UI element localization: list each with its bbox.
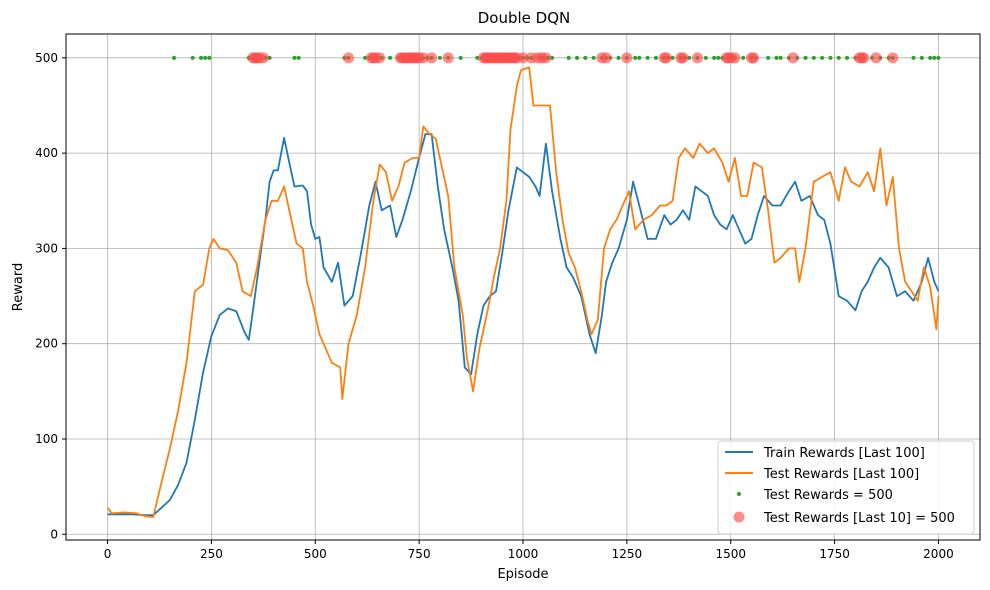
scatter-layer [172, 52, 941, 64]
test-last10-500-point [374, 52, 386, 64]
test-500-point [292, 55, 297, 60]
series-layer [106, 66, 940, 518]
x-tick-label: 1000 [508, 547, 539, 561]
test-500-point [199, 55, 204, 60]
test-500-point [172, 55, 177, 60]
y-tick-label: 100 [35, 432, 58, 446]
test-500-point [388, 55, 393, 60]
plot-frame [65, 33, 981, 541]
test-last10-500-point [343, 52, 355, 64]
test-last10-500-point [870, 52, 882, 64]
legend-test-label: Test Rewards [Last 100] [763, 467, 919, 482]
test-500-point [566, 55, 571, 60]
legend-box [717, 440, 975, 535]
x-tick-label: 1500 [715, 547, 746, 561]
test-last10-500-point [257, 52, 269, 64]
test-500-point [633, 55, 638, 60]
y-axis-label: Reward [11, 263, 26, 311]
test-last10-500-point [787, 52, 799, 64]
test-500-point [583, 55, 588, 60]
test-500-point [803, 55, 808, 60]
test-500-point [653, 55, 658, 60]
test-last10-500-point [729, 52, 741, 64]
test-last10-500-point [887, 52, 899, 64]
test-last10-500-point [442, 52, 454, 64]
legend-train-label: Train Rewards [Last 100] [763, 446, 925, 461]
test-500-point [928, 55, 933, 60]
test-last10-500-point [417, 52, 429, 64]
legend-green-marker [737, 492, 741, 496]
test-rewards-line [106, 66, 940, 518]
test-last10-500-point [517, 52, 529, 64]
test-last10-500-point [621, 52, 633, 64]
test-500-point [836, 55, 841, 60]
y-tick-label: 300 [35, 241, 58, 255]
test-500-point [936, 55, 941, 60]
test-500-point [190, 55, 195, 60]
test-500-point [911, 55, 916, 60]
test-500-point [741, 55, 746, 60]
y-tick-label: 500 [35, 51, 58, 65]
x-tick-label: 0 [104, 547, 112, 561]
test-500-point [645, 55, 650, 60]
test-500-point [703, 55, 708, 60]
x-axis-ticks: 0 250 500 750 1000 1250 1500 1750 2000 [104, 540, 954, 561]
test-last10-500-point [677, 52, 689, 64]
x-tick-label: 500 [304, 547, 327, 561]
x-tick-label: 1750 [819, 547, 850, 561]
y-tick-label: 200 [35, 337, 58, 351]
test-last10-500-point [540, 52, 552, 64]
test-500-point [207, 55, 212, 60]
chart-title: Double DQN [478, 9, 571, 27]
legend-green-label: Test Rewards = 500 [763, 488, 893, 503]
test-500-point [811, 55, 816, 60]
test-500-point [820, 55, 825, 60]
legend-red-marker [733, 511, 745, 523]
x-tick-label: 2000 [923, 547, 954, 561]
test-500-point [203, 55, 208, 60]
test-500-point [458, 55, 463, 60]
test-500-point [591, 55, 596, 60]
test-500-point [774, 55, 779, 60]
test-500-point [575, 55, 580, 60]
y-tick-label: 400 [35, 146, 58, 160]
x-axis-label: Episode [497, 567, 548, 582]
test-500-point [932, 55, 937, 60]
y-tick-label: 0 [50, 527, 58, 541]
train-rewards-line [107, 133, 940, 517]
test-500-point [437, 55, 442, 60]
test-last10-500-point [660, 52, 672, 64]
x-tick-label: 250 [200, 547, 223, 561]
test-500-point [766, 55, 771, 60]
x-tick-label: 750 [408, 547, 431, 561]
test-500-point [778, 55, 783, 60]
test-500-point [716, 55, 721, 60]
test-500-point [845, 55, 850, 60]
x-tick-label: 1250 [612, 547, 643, 561]
test-500-point [712, 55, 717, 60]
legend: Train Rewards [Last 100] Test Rewards [L… [717, 440, 975, 535]
legend-red-label: Test Rewards [Last 10] = 500 [763, 511, 955, 526]
test-500-point [828, 55, 833, 60]
test-last10-500-point [426, 52, 438, 64]
test-last10-500-point [748, 52, 760, 64]
test-last10-500-point [600, 52, 612, 64]
y-axis-ticks: 0 100 200 300 400 500 [35, 51, 66, 541]
test-last10-500-point [691, 52, 703, 64]
test-500-point [616, 55, 621, 60]
test-500-point [919, 55, 924, 60]
test-last10-500-point [858, 52, 870, 64]
test-500-point [296, 55, 301, 60]
test-500-point [637, 55, 642, 60]
